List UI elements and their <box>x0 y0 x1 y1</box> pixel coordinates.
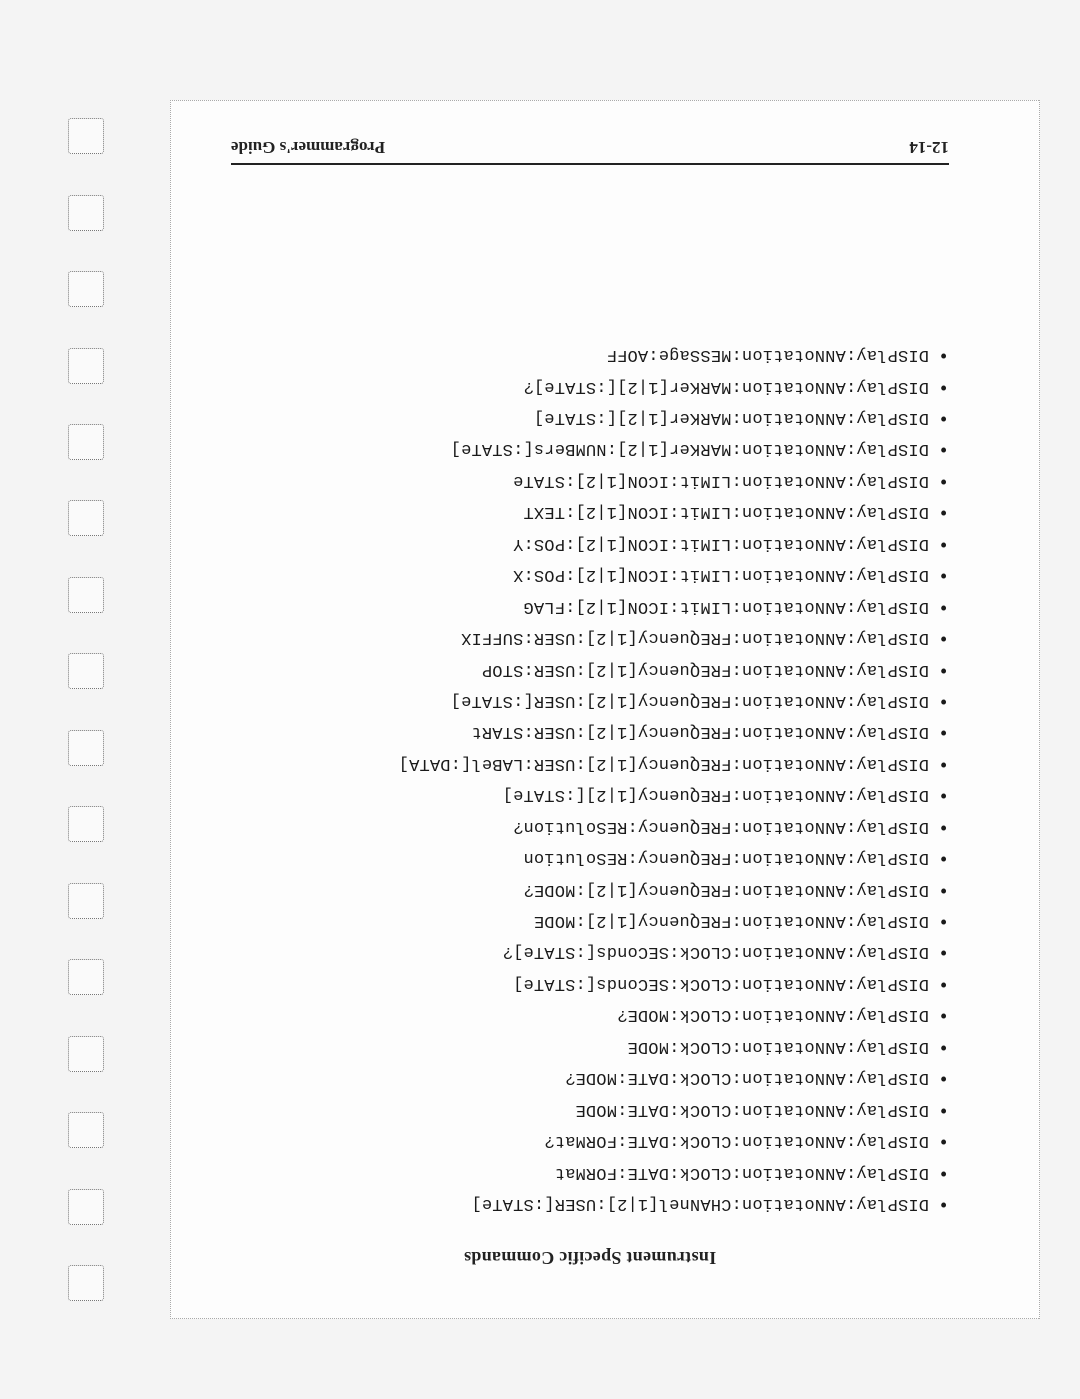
binder-hole-icon <box>68 577 104 613</box>
binder-hole-icon <box>68 1265 104 1301</box>
list-item: DISPlay:ANNotation:FREQuency:RESolution? <box>231 810 929 841</box>
binder-hole-icon <box>68 883 104 919</box>
list-item: DISPlay:ANNotation:FREQuency[1|2]:USER:S… <box>231 622 929 653</box>
binder-hole-icon <box>68 730 104 766</box>
list-item: DISPlay:ANNotation:MARKer[1|2][:STATe]? <box>231 370 929 401</box>
page-footer: 12-14 Programmer's Guide <box>231 137 949 165</box>
list-item: DISPlay:ANNotation:MARKer[1|2][:STATe] <box>231 402 929 433</box>
list-item: DISPlay:ANNotation:FREQuency[1|2]:USER:L… <box>231 747 929 778</box>
list-item: DISPlay:ANNotation:CLOCk:MODE <box>231 1030 929 1061</box>
binder-hole-icon <box>68 806 104 842</box>
binder-hole-icon <box>68 959 104 995</box>
list-item: DISPlay:ANNotation:CLOCk:SEConds[:STATe]… <box>231 936 929 967</box>
binder-hole-icon <box>68 1112 104 1148</box>
list-item: DISPlay:ANNotation:CLOCk:MODE? <box>231 999 929 1030</box>
command-list: DISPlay:ANNotation:CHANnel[1|2]:USER[:ST… <box>231 339 949 1219</box>
page-content: Instrument Specific Commands DISPlay:ANN… <box>170 100 1040 1319</box>
binder-hole-icon <box>68 348 104 384</box>
list-item: DISPlay:ANNotation:FREQuency[1|2]:MODE? <box>231 873 929 904</box>
binder-hole-icon <box>68 195 104 231</box>
binder-hole-icon <box>68 653 104 689</box>
binder-hole-icon <box>68 424 104 460</box>
list-item: DISPlay:ANNotation:CLOCk:SEConds[:STATe] <box>231 968 929 999</box>
binder-hole-icon <box>68 118 104 154</box>
list-item: DISPlay:ANNotation:FREQuency[1|2]:MODE <box>231 905 929 936</box>
list-item: DISPlay:ANNotation:FREQuency[1|2][:STATe… <box>231 779 929 810</box>
list-item: DISPlay:ANNotation:CLOCk:DATE:MODE? <box>231 1062 929 1093</box>
list-item: DISPlay:ANNotation:FREQuency[1|2]:USER:S… <box>231 653 929 684</box>
list-item: DISPlay:ANNotation:FREQuency:RESolution <box>231 842 929 873</box>
binder-hole-icon <box>68 271 104 307</box>
list-item: DISPlay:ANNotation:LIMit:ICON[1|2]:TEXT <box>231 496 929 527</box>
binder-hole-icon <box>68 1189 104 1225</box>
list-item: DISPlay:ANNotation:CLOCk:DATE:FORMat <box>231 1156 929 1187</box>
binder-hole-icon <box>68 1036 104 1072</box>
list-item: DISPlay:ANNotation:LIMit:ICON[1|2]:STATe <box>231 465 929 496</box>
list-item: DISPlay:ANNotation:CHANnel[1|2]:USER[:ST… <box>231 1188 929 1219</box>
list-item: DISPlay:ANNotation:LIMit:ICON[1|2]:POS:X <box>231 559 929 590</box>
list-item: DISPlay:ANNotation:FREQuency[1|2]:USER[:… <box>231 685 929 716</box>
list-item: DISPlay:ANNotation:CLOCk:DATE:MODE <box>231 1093 929 1124</box>
doc-title: Programmer's Guide <box>231 137 385 157</box>
list-item: DISPlay:ANNotation:CLOCk:DATE:FORMat? <box>231 1125 929 1156</box>
list-item: DISPlay:ANNotation:LIMit:ICON[1|2]:POS:Y <box>231 527 929 558</box>
list-item: DISPlay:ANNotation:MESSage:AOFF <box>231 339 929 370</box>
list-item: DISPlay:ANNotation:FREQuency[1|2]:USER:S… <box>231 716 929 747</box>
list-item: DISPlay:ANNotation:LIMit:ICON[1|2]:FLAG <box>231 590 929 621</box>
page-number: 12-14 <box>909 137 949 157</box>
binder-holes <box>60 100 104 1319</box>
binder-hole-icon <box>68 500 104 536</box>
list-item: DISPlay:ANNotation:MARKer[1|2]:NUMBers[:… <box>231 433 929 464</box>
section-title: Instrument Specific Commands <box>231 1247 949 1268</box>
